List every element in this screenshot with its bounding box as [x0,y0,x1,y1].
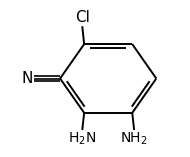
Text: H$_2$N: H$_2$N [68,131,96,147]
Text: N: N [21,71,33,86]
Text: NH$_2$: NH$_2$ [120,131,148,147]
Text: Cl: Cl [75,11,90,25]
